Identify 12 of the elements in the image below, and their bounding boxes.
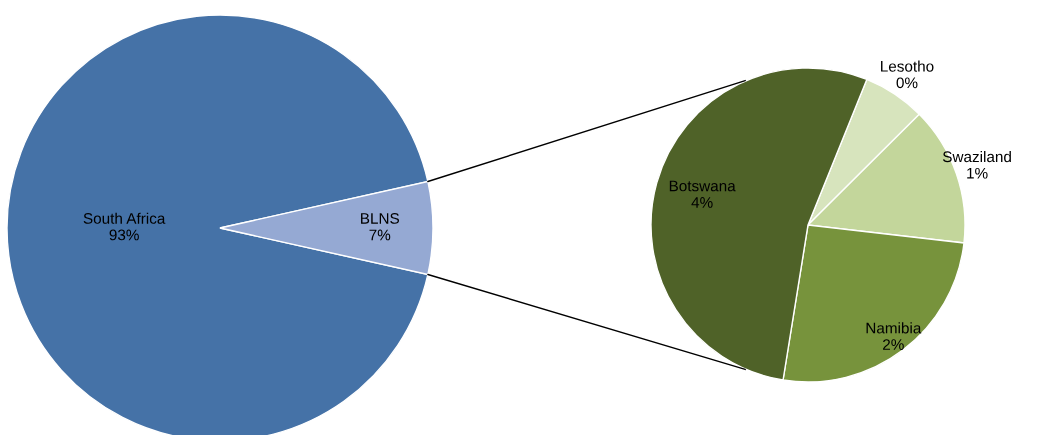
data-label: 7% (369, 229, 391, 241)
data-label: 4% (691, 197, 713, 208)
slice-label: Lesotho (881, 60, 934, 72)
data-label: 93% (109, 229, 139, 241)
data-label: 1% (967, 167, 988, 179)
slice-label: Swaziland (942, 150, 1011, 163)
slice-label: BLNS (361, 213, 399, 224)
slice-label: Botswana (669, 180, 736, 192)
data-label: 0% (896, 77, 918, 89)
slice-label: Namibia (866, 322, 922, 334)
slice-label: South Africa (83, 212, 166, 224)
data-label: 2% (883, 339, 904, 350)
